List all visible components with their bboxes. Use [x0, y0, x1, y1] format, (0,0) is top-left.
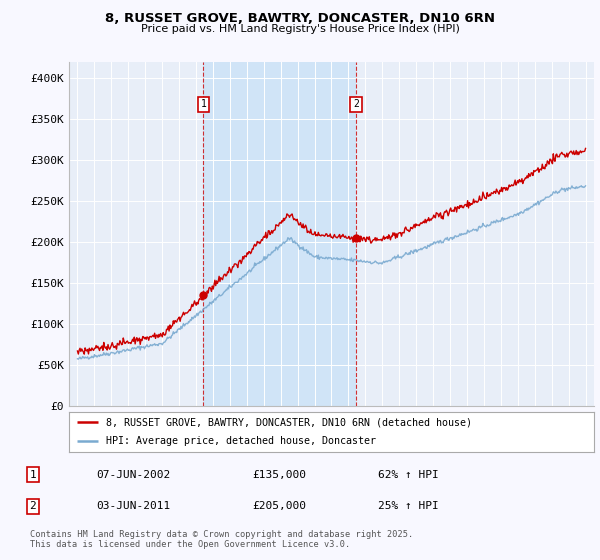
Text: 8, RUSSET GROVE, BAWTRY, DONCASTER, DN10 6RN: 8, RUSSET GROVE, BAWTRY, DONCASTER, DN10…: [105, 12, 495, 25]
Text: 62% ↑ HPI: 62% ↑ HPI: [378, 470, 439, 480]
Text: Price paid vs. HM Land Registry's House Price Index (HPI): Price paid vs. HM Land Registry's House …: [140, 24, 460, 34]
Text: £205,000: £205,000: [252, 501, 306, 511]
Bar: [203, 62, 356, 406]
Text: 1: 1: [29, 470, 37, 480]
Text: Contains HM Land Registry data © Crown copyright and database right 2025.
This d: Contains HM Land Registry data © Crown c…: [30, 530, 413, 549]
Text: 2: 2: [29, 501, 37, 511]
Text: 07-JUN-2002: 07-JUN-2002: [96, 470, 170, 480]
Text: 2: 2: [353, 99, 359, 109]
Text: 03-JUN-2011: 03-JUN-2011: [96, 501, 170, 511]
Text: £135,000: £135,000: [252, 470, 306, 480]
Text: 1: 1: [200, 99, 206, 109]
Text: 25% ↑ HPI: 25% ↑ HPI: [378, 501, 439, 511]
Text: 8, RUSSET GROVE, BAWTRY, DONCASTER, DN10 6RN (detached house): 8, RUSSET GROVE, BAWTRY, DONCASTER, DN10…: [106, 418, 472, 427]
Text: HPI: Average price, detached house, Doncaster: HPI: Average price, detached house, Donc…: [106, 436, 376, 446]
